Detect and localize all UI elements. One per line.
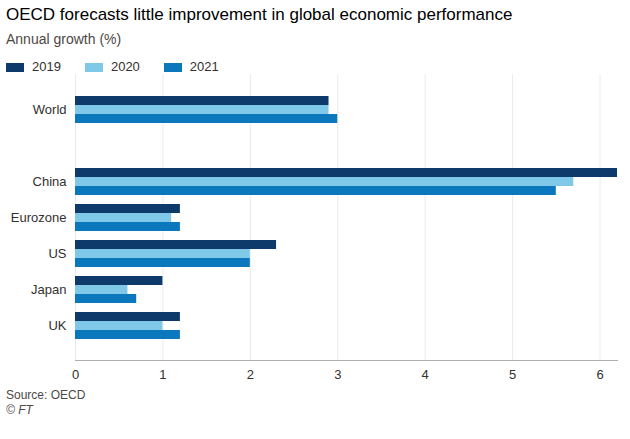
html-text:OECD forecasts little improvem: OECD forecasts little improvement in glo… — [6, 5, 513, 24]
svg-text:US: US — [48, 246, 66, 261]
svg-text:1: 1 — [159, 367, 166, 382]
svg-text:6: 6 — [596, 367, 603, 382]
svg-text:5: 5 — [509, 367, 516, 382]
html-text:© FT: © FT — [6, 403, 33, 417]
html-text:Annual growth (%): Annual growth (%) — [6, 31, 122, 47]
svg-text:World: World — [33, 102, 67, 117]
svg-text:4: 4 — [422, 367, 429, 382]
svg-text:Japan: Japan — [31, 282, 66, 297]
svg-text:UK: UK — [48, 318, 66, 333]
html-text:2020: 2020 — [110, 58, 140, 74]
svg-text:Eurozone: Eurozone — [11, 210, 67, 225]
svg-text:2: 2 — [247, 367, 254, 382]
svg-text:3: 3 — [334, 367, 341, 382]
html-text:2019: 2019 — [32, 58, 61, 74]
svg-text:China: China — [33, 174, 68, 189]
html-text:2021: 2021 — [189, 58, 219, 74]
html-text:Source: OECD: Source: OECD — [6, 388, 86, 402]
svg-text:0: 0 — [72, 367, 79, 382]
